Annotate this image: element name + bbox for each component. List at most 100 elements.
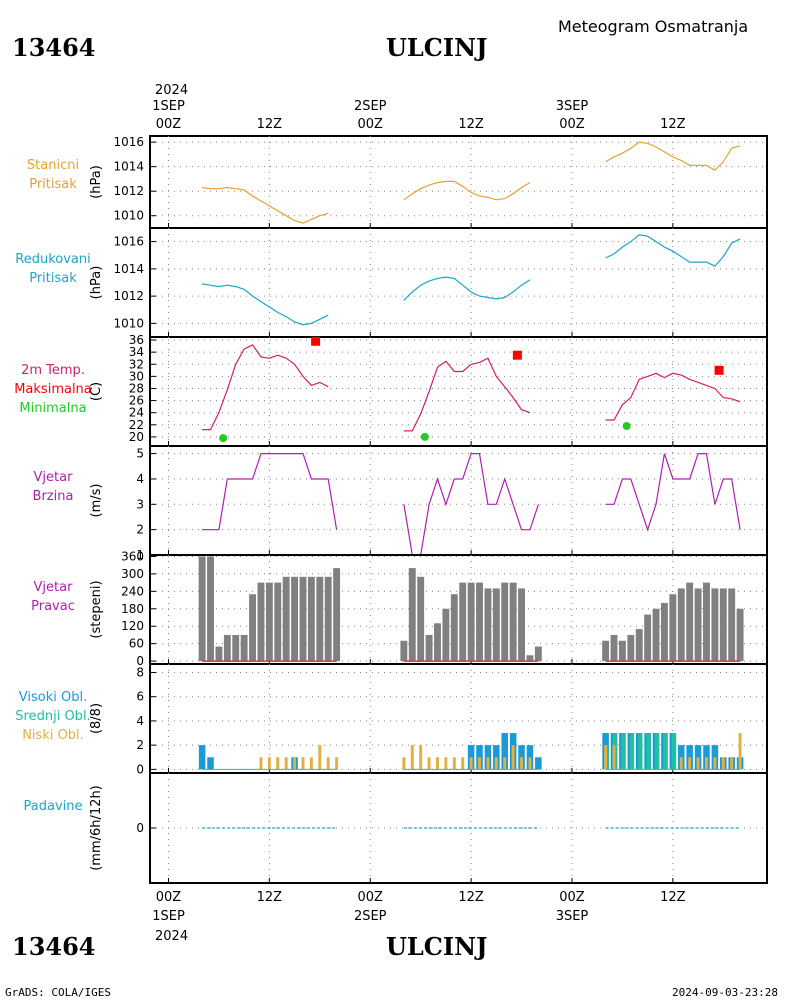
low-cloud-bar <box>284 757 288 770</box>
direction-bar <box>265 582 273 662</box>
series-line-temperature <box>202 344 329 431</box>
y-tick-label: 120 <box>121 619 144 633</box>
low-cloud-bar <box>427 757 431 770</box>
direction-bar <box>476 582 483 662</box>
tmax-marker <box>714 365 724 375</box>
top-hour-label: 00Z <box>156 117 182 132</box>
bottom-hour-label: 00Z <box>156 890 182 905</box>
low-cloud-bar <box>293 757 297 770</box>
direction-bar <box>324 576 332 662</box>
top-hour-label: 12Z <box>458 117 484 132</box>
station-name-top: ULCINJ <box>386 33 487 62</box>
direction-bar <box>618 640 626 662</box>
panel-frame <box>149 445 768 556</box>
high-cloud-bar <box>501 733 509 770</box>
y-tick-label: 36 <box>129 333 144 347</box>
direction-bar <box>669 594 677 662</box>
bottom-hour-label: 12Z <box>660 890 686 905</box>
low-cloud-bar <box>419 745 423 770</box>
panel-label-line: Pritisak <box>29 271 77 286</box>
y-axis-label: (hPa) <box>89 165 104 199</box>
low-cloud-bar <box>486 757 490 770</box>
y-tick-label: 26 <box>129 394 144 408</box>
direction-bar <box>728 588 736 662</box>
bottom-hour-label: 00Z <box>559 890 585 905</box>
series-line-station_pressure <box>605 141 741 172</box>
low-cloud-bar <box>612 745 616 770</box>
direction-bar <box>677 588 685 662</box>
series-line-wind_speed <box>403 453 539 556</box>
panel-label-line: Stanicni <box>27 158 79 173</box>
y-tick-label: 4 <box>136 714 144 728</box>
panel-label-line: Visoki Obl. <box>19 690 87 705</box>
y-tick-label: 0 <box>136 821 144 835</box>
y-tick-label: 34 <box>129 345 144 359</box>
bottom-date-label: 3SEP <box>556 909 589 924</box>
y-tick-label: 60 <box>129 637 144 651</box>
direction-bar <box>484 588 492 662</box>
panel-wind_direction: 0 60 120 180 240 300 360 (stepeni) Vjetar Pravac <box>31 549 768 668</box>
year-label-bottom: 2024 <box>155 929 188 944</box>
direction-bar <box>467 582 475 662</box>
y-tick-label: 20 <box>129 430 144 444</box>
direction-bar <box>644 614 652 662</box>
mid-cloud-bar <box>646 733 651 770</box>
tmax-marker <box>512 350 522 360</box>
y-tick-label: 1010 <box>113 316 144 330</box>
low-cloud-bar <box>503 757 507 770</box>
series-line-station_pressure <box>403 180 531 201</box>
mid-cloud-bar <box>663 733 668 770</box>
direction-bar <box>652 608 660 662</box>
direction-bar <box>459 582 467 662</box>
y-tick-label: 2 <box>136 738 144 752</box>
direction-bar <box>408 568 416 662</box>
direction-bar <box>719 588 727 662</box>
low-cloud-bar <box>301 757 305 770</box>
direction-bar <box>223 634 231 662</box>
direction-bar <box>249 594 256 662</box>
low-cloud-bar <box>326 757 330 770</box>
product-title: Meteogram Osmatranja <box>558 17 748 36</box>
low-cloud-bar <box>436 757 439 770</box>
panel-label-line: Niski Obl. <box>22 728 84 743</box>
series-line-wind_speed <box>605 453 741 532</box>
direction-bar <box>400 640 408 662</box>
low-cloud-bar <box>713 757 717 770</box>
direction-bar <box>703 582 710 662</box>
low-cloud-bar <box>461 757 465 770</box>
low-cloud-bar <box>494 757 498 770</box>
tmin-marker <box>622 422 631 431</box>
panel-label-line: Pravac <box>31 599 75 614</box>
low-cloud-bar <box>309 757 313 770</box>
credit-label: GrADS: COLA/IGES <box>5 986 111 999</box>
direction-bar <box>442 608 450 662</box>
y-tick-label: 24 <box>129 406 144 420</box>
low-cloud-bar <box>688 757 692 770</box>
high-cloud-bar <box>535 757 542 770</box>
direction-bar <box>240 634 248 662</box>
station-id-bottom: 13464 <box>12 932 96 961</box>
direction-bar <box>299 576 307 662</box>
direction-bar <box>307 576 315 662</box>
high-cloud-bar <box>207 757 214 770</box>
direction-bar <box>661 602 668 662</box>
direction-bar <box>627 634 635 662</box>
mid-cloud-bar <box>637 733 643 770</box>
low-cloud-bar <box>267 757 271 770</box>
y-tick-label: 300 <box>121 567 144 581</box>
panel-frame <box>149 336 768 447</box>
y-axis-label: (8/8) <box>89 703 104 734</box>
low-cloud-bar <box>478 757 481 770</box>
y-axis-label: (stepeni) <box>89 580 104 638</box>
direction-bar <box>534 646 542 662</box>
panel-label-line: Brzina <box>33 489 74 504</box>
y-tick-label: 0 <box>136 654 144 668</box>
direction-bar <box>274 582 282 662</box>
y-tick-label: 4 <box>136 472 144 486</box>
bottom-date-label: 2SEP <box>354 909 387 924</box>
low-cloud-bar <box>511 745 515 770</box>
mid-cloud-bar <box>654 733 660 770</box>
panel-label-line: Vjetar <box>34 470 74 485</box>
low-cloud-bar <box>402 757 406 770</box>
bottom-hour-label: 00Z <box>358 890 384 905</box>
